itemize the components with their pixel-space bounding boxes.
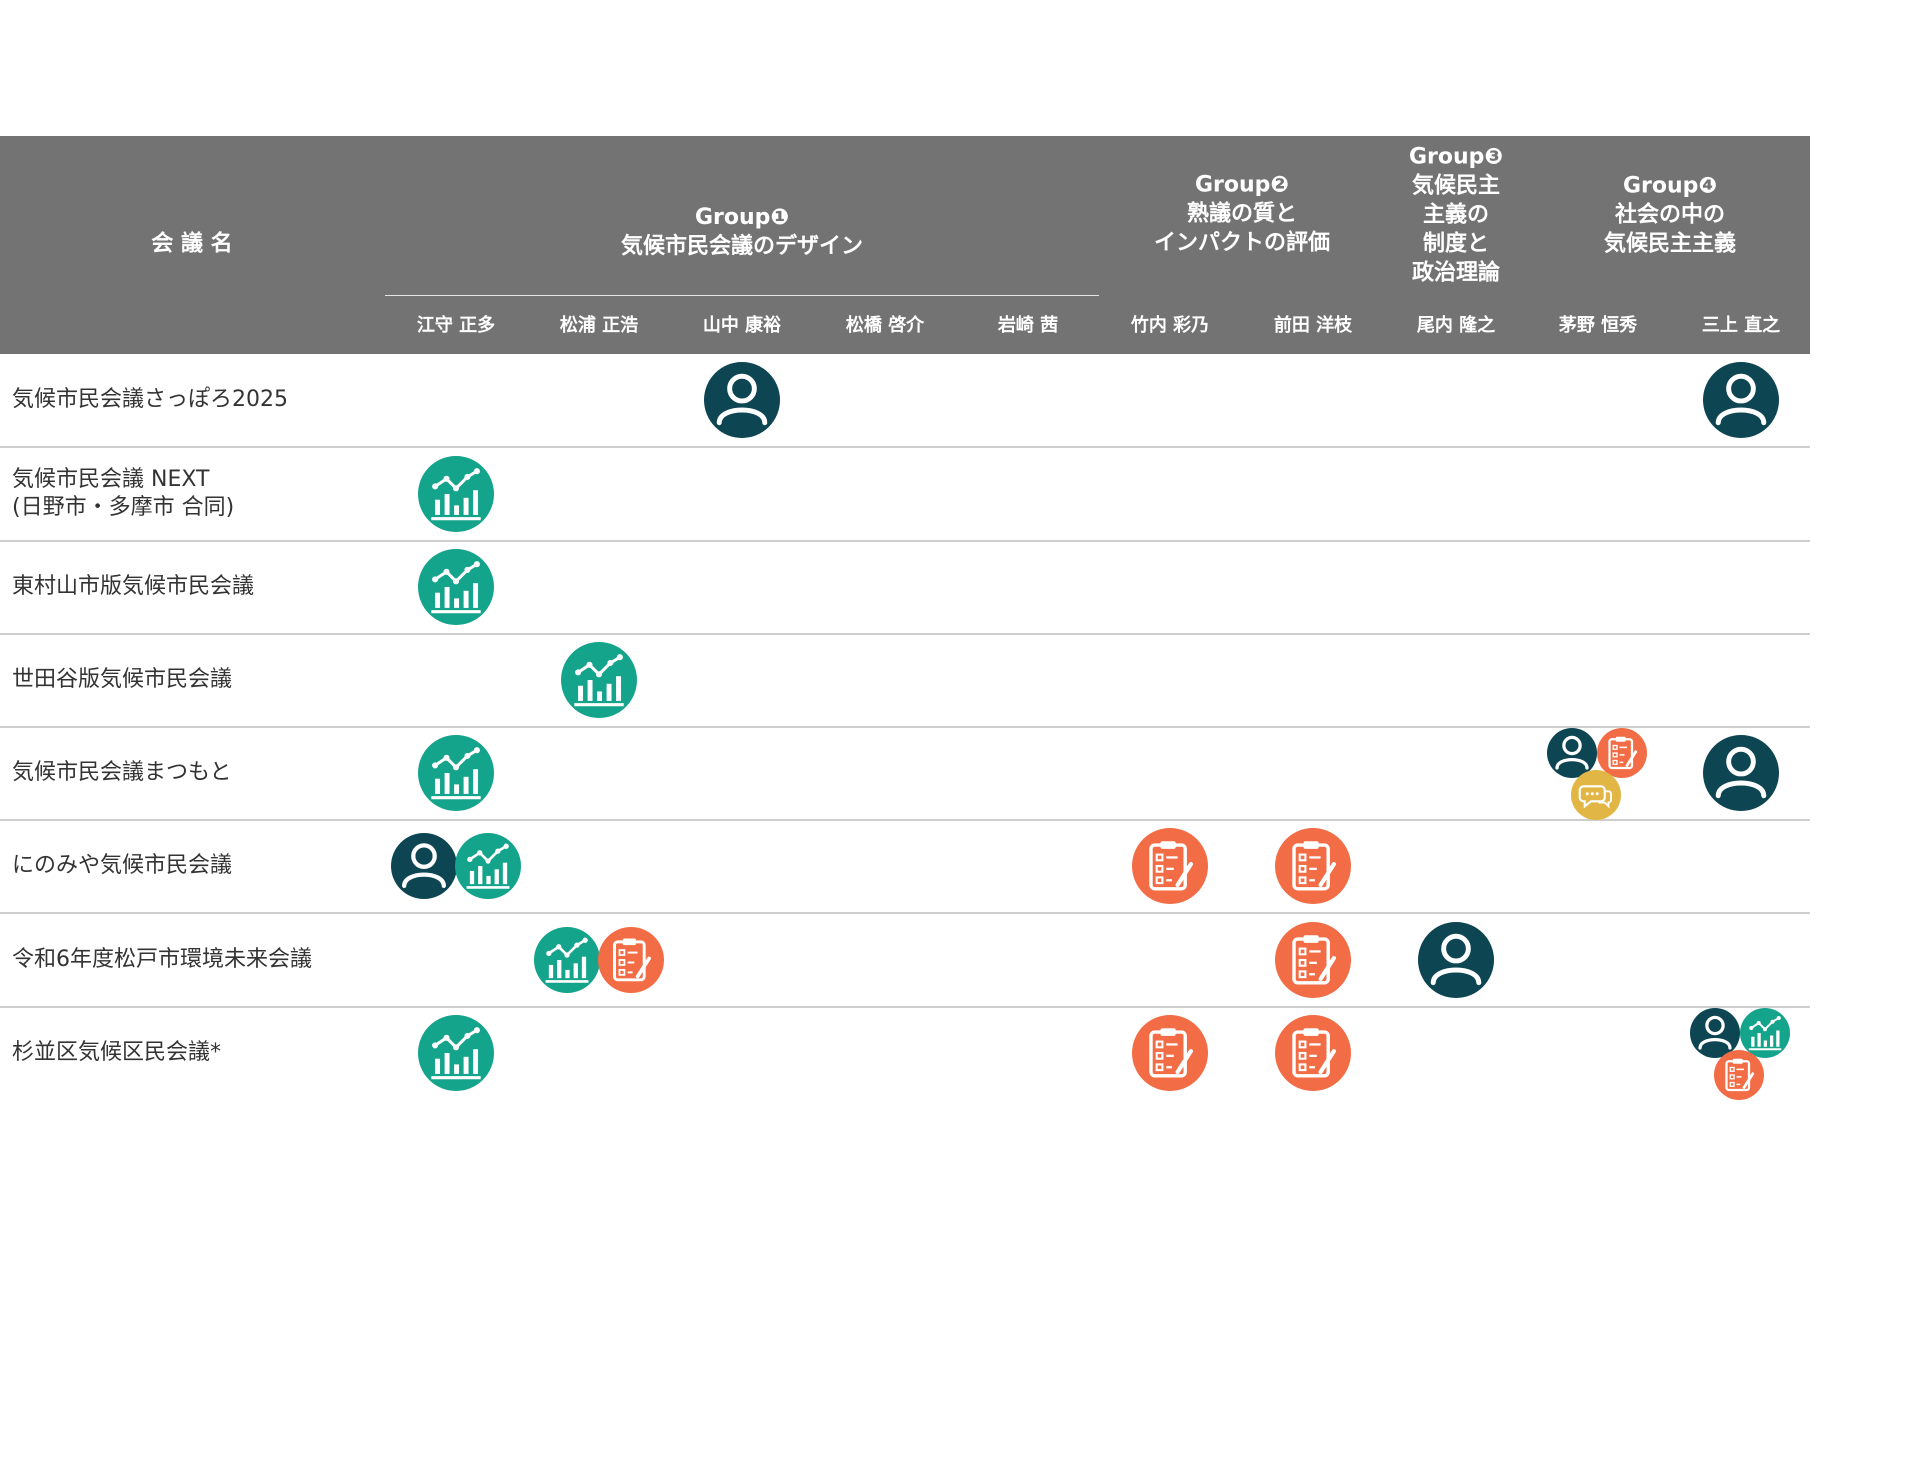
table-header (0, 136, 1810, 354)
person-icon (1547, 728, 1597, 778)
row-divider (0, 1006, 1810, 1008)
conference-name: 気候市民会議まつもと (12, 760, 232, 785)
member-name: 茅野 恒秀 (1558, 315, 1638, 336)
member-name: 山中 康裕 (702, 315, 782, 336)
chart-icon (561, 642, 637, 718)
member-name: 尾内 隆之 (1416, 315, 1496, 336)
chart-icon (418, 456, 494, 532)
conference-name: 世田谷版気候市民会議 (12, 667, 233, 692)
clipboard-icon (598, 927, 664, 993)
row-divider (0, 912, 1810, 914)
group-title: Group❸ 気候民主 主義の 制度と 政治理論 (1408, 144, 1504, 286)
person-icon (1418, 922, 1494, 998)
chart-icon (418, 1015, 494, 1091)
group-divider (385, 295, 1099, 296)
group-title: Group❶ 気候市民会議のデザイン (620, 205, 864, 259)
chart-icon (534, 927, 600, 993)
chart-icon (455, 833, 521, 899)
conference-name: 気候市民会議 NEXT (日野市・多摩市 合同) (12, 467, 235, 520)
chart-icon (418, 549, 494, 625)
conference-name: にのみや気候市民会議 (12, 853, 233, 878)
chart-icon (1740, 1008, 1790, 1058)
clipboard-icon (1275, 922, 1351, 998)
row-divider (0, 446, 1810, 448)
group-title: Group❹ 社会の中の 気候民主主義 (1603, 173, 1737, 257)
clipboard-icon (1275, 1015, 1351, 1091)
member-name: 三上 直之 (1701, 315, 1781, 336)
row-divider (0, 633, 1810, 635)
clipboard-icon (1132, 828, 1208, 904)
conference-column-header: 会 議 名 (151, 231, 233, 257)
chart-icon (418, 735, 494, 811)
member-name: 松浦 正浩 (559, 315, 639, 336)
conference-name: 気候市民会議さっぽろ2025 (12, 387, 288, 412)
person-icon (704, 362, 780, 438)
conference-name: 令和6年度松戸市環境未来会議 (12, 947, 312, 972)
person-icon (1703, 735, 1779, 811)
person-icon (391, 833, 457, 899)
person-icon (1690, 1008, 1740, 1058)
member-name: 前田 洋枝 (1273, 315, 1353, 336)
member-name: 岩崎 茜 (997, 315, 1059, 336)
row-divider (0, 819, 1810, 821)
clipboard-icon (1597, 728, 1647, 778)
clipboard-icon (1714, 1050, 1764, 1100)
member-name: 竹内 彩乃 (1130, 315, 1210, 336)
row-divider (0, 540, 1810, 542)
conference-name: 東村山市版気候市民会議 (12, 574, 255, 599)
clipboard-icon (1132, 1015, 1208, 1091)
person-icon (1703, 362, 1779, 438)
clipboard-icon (1275, 828, 1351, 904)
member-name: 松橋 啓介 (845, 315, 925, 336)
member-name: 江守 正多 (416, 315, 496, 336)
conference-name: 杉並区気候区民会議* (12, 1040, 222, 1065)
group-title: Group❷ 熟議の質と インパクトの評価 (1153, 172, 1331, 256)
chat-icon (1571, 770, 1621, 820)
row-divider (0, 726, 1810, 728)
